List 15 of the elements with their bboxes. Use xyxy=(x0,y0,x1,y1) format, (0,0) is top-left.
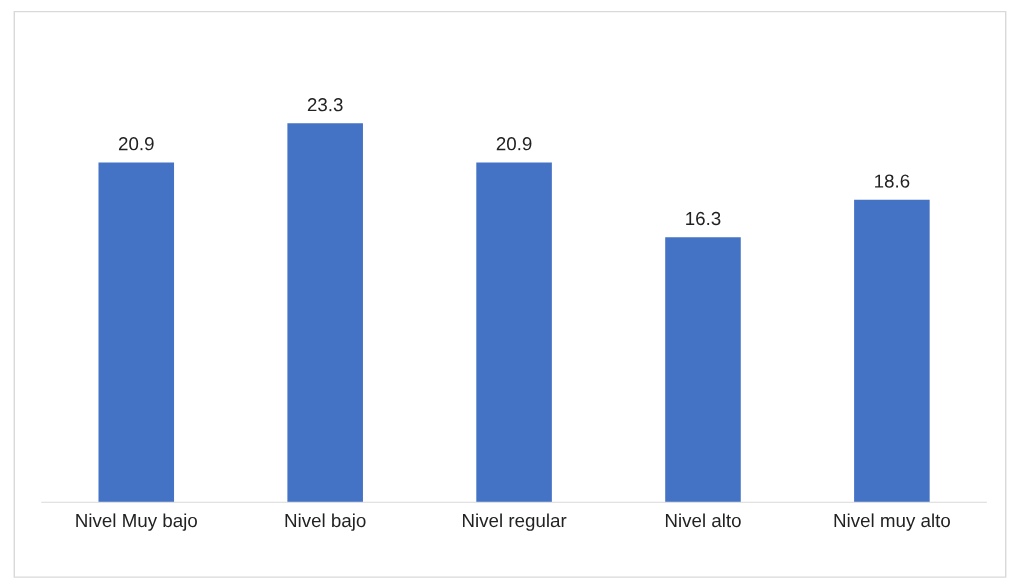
x-tick-label: Nivel regular xyxy=(463,513,567,531)
data-label: 20.9 xyxy=(118,137,154,151)
data-label: 20.9 xyxy=(496,137,532,151)
bar xyxy=(476,162,552,503)
data-label: 23.3 xyxy=(307,98,343,112)
data-label: 18.6 xyxy=(875,174,910,188)
data-label: 16.3 xyxy=(686,211,721,226)
x-tick-label: Nivel bajo xyxy=(285,513,366,531)
x-tick-label: Nivel alto xyxy=(665,513,741,528)
bar xyxy=(287,123,363,503)
x-tick-label: Nivel Muy bajo xyxy=(76,513,197,531)
x-tick-label: Nivel muy alto xyxy=(834,513,950,531)
bar xyxy=(665,237,741,503)
bar xyxy=(98,162,175,503)
bar xyxy=(854,199,930,503)
